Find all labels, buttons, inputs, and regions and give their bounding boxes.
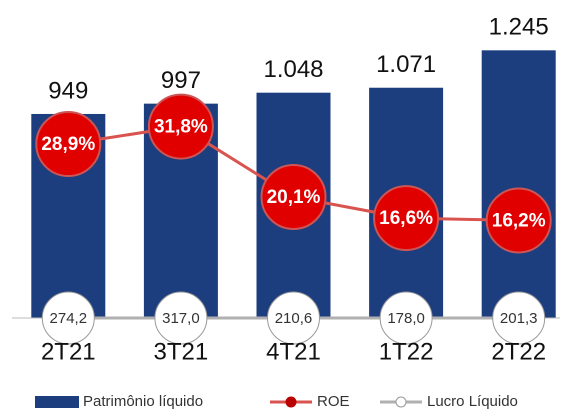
lucro-marker: [379, 291, 433, 345]
bar-value-label: 1.245: [489, 14, 549, 41]
roe-marker: [147, 93, 214, 160]
legend-label: ROE: [317, 393, 350, 410]
lucro-value-label: 210,6: [275, 310, 313, 327]
bar-value-label: 997: [161, 67, 201, 94]
legend-label: Lucro Líquido: [427, 393, 518, 410]
x-tick-label: 1T22: [379, 338, 434, 365]
bar-value-label: 1.048: [263, 56, 323, 83]
lucro-value-label: 201,3: [500, 310, 538, 327]
roe-value-label: 16,6%: [379, 208, 433, 229]
lucro-marker: [154, 291, 208, 345]
bar-value-label: 949: [48, 77, 88, 104]
x-tick-label: 2T21: [41, 338, 96, 365]
legend-swatch: [285, 396, 297, 408]
roe-value-label: 31,8%: [154, 117, 208, 138]
x-tick-label: 3T21: [154, 338, 209, 365]
lucro-value-label: 274,2: [50, 310, 88, 327]
x-tick-label: 2T22: [491, 338, 546, 365]
lucro-marker: [41, 291, 95, 345]
lucro-value-label: 317,0: [162, 310, 200, 327]
lucro-marker: [492, 291, 546, 345]
legend-swatch: [35, 396, 79, 408]
roe-marker: [485, 187, 552, 254]
roe-value-label: 16,2%: [492, 210, 546, 231]
bar: [481, 50, 556, 318]
legend-label: Patrimônio líquido: [83, 393, 203, 410]
roe-value-label: 20,1%: [267, 187, 321, 208]
legend-swatch: [395, 396, 407, 408]
lucro-value-label: 178,0: [387, 310, 425, 327]
lucro-marker: [267, 291, 320, 345]
roe-value-label: 28,9%: [41, 134, 95, 155]
roe-marker: [35, 111, 102, 178]
bar-value-label: 1.071: [376, 51, 436, 78]
x-tick-label: 4T21: [266, 338, 321, 365]
roe-marker: [260, 163, 327, 230]
roe-marker: [373, 185, 440, 252]
